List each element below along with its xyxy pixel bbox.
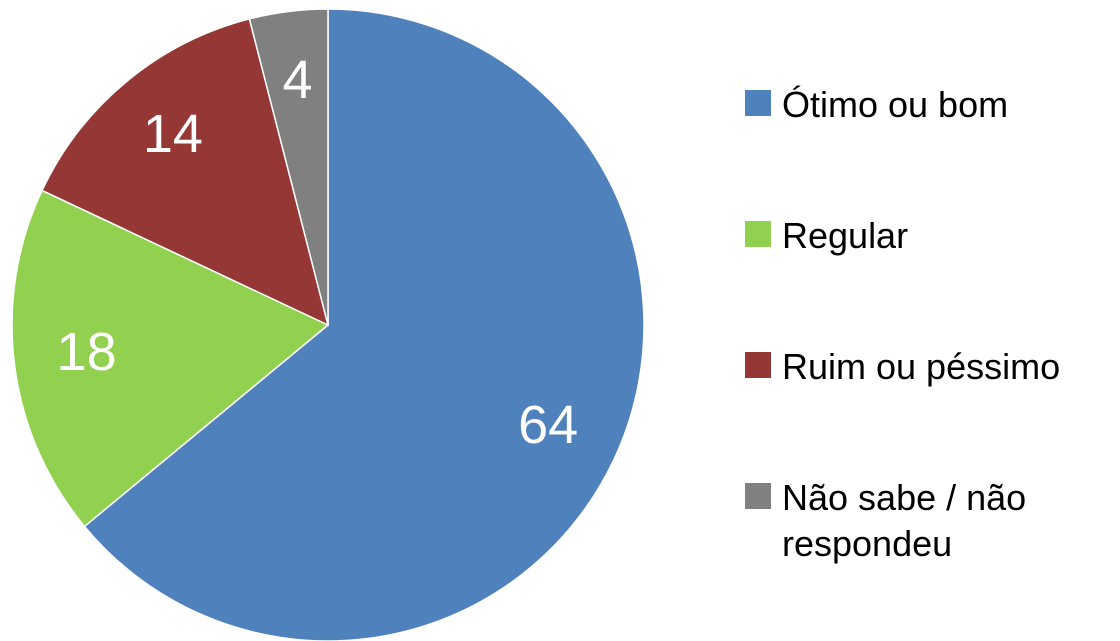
legend-item: Regular	[745, 213, 908, 259]
legend-swatch	[745, 352, 771, 378]
legend-label: Ruim ou péssimo	[782, 346, 1061, 387]
legend-label: Regular	[782, 215, 909, 256]
value-label: 64	[518, 395, 578, 455]
legend-swatch	[745, 90, 771, 116]
value-label: 18	[57, 322, 117, 382]
pie-slice	[11, 189, 330, 528]
pie-slice	[41, 18, 330, 327]
pie-slice	[248, 8, 329, 326]
legend-swatch	[745, 221, 771, 247]
legend-item: Ruim ou péssimo	[745, 344, 1060, 390]
value-label: 14	[143, 104, 203, 164]
pie-slice	[83, 8, 645, 641]
legend-label: Não sabe / não respondeu	[782, 477, 1027, 564]
value-label: 4	[282, 50, 312, 110]
legend-label: Ótimo ou bom	[782, 84, 1009, 125]
legend-swatch	[745, 483, 771, 509]
legend-item: Ótimo ou bom	[745, 82, 1008, 128]
chart: 64 18 14 4	[11, 8, 645, 641]
legend-item: Não sabe / não respondeu	[745, 475, 1112, 567]
